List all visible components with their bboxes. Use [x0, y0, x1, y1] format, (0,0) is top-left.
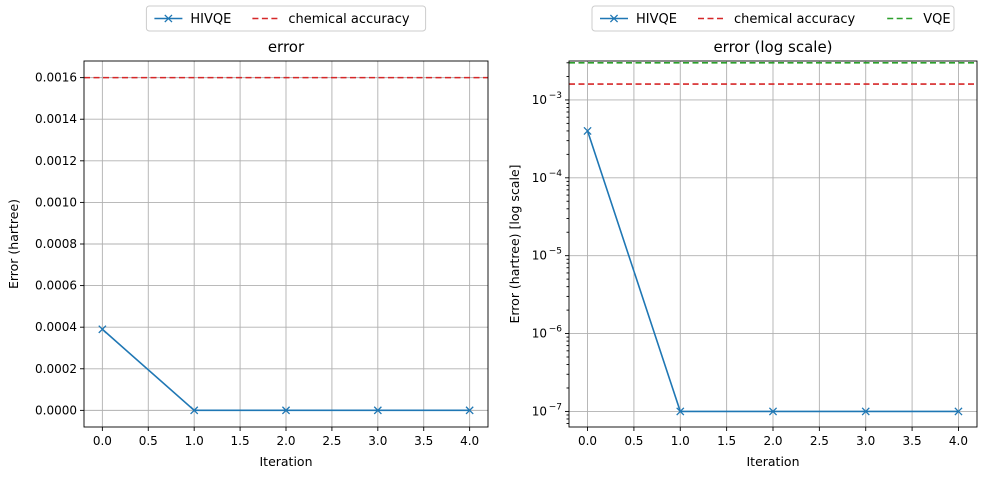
x-axis-label: Iteration [259, 454, 312, 469]
legend-marker [609, 14, 619, 23]
plot-frame [568, 60, 978, 428]
chart-title: error [268, 38, 305, 56]
y-tick-label: 0.0002 [35, 362, 77, 376]
legend-marker [164, 14, 173, 23]
x-tick-label: 0.0 [578, 434, 597, 448]
x-tick-label: 1.0 [185, 434, 204, 448]
x-tick-label: 2.0 [276, 434, 295, 448]
data-point-marker [465, 406, 474, 415]
y-axis-label: Error (hartree) [6, 199, 21, 289]
legend-label: HIVQE [636, 12, 677, 27]
y-tick-label: 0.0008 [35, 237, 77, 251]
chart-title: error (log scale) [713, 38, 832, 56]
data-point-marker [281, 406, 291, 415]
x-tick-label: 3.0 [856, 434, 875, 448]
y-tick-label: 0.0012 [35, 154, 77, 168]
x-tick-label: 1.0 [671, 434, 690, 448]
data-point-marker [190, 406, 199, 415]
y-tick-label: 0.0004 [35, 320, 77, 334]
data-point-marker [583, 126, 592, 135]
y-tick-label: 10 [532, 327, 547, 341]
y-tick-exponent: −5 [549, 247, 562, 257]
y-tick-label: 0.0014 [35, 112, 77, 126]
data-point-marker [676, 407, 685, 416]
y-tick-exponent: −7 [549, 402, 562, 412]
data-point-marker [861, 407, 870, 416]
x-tick-label: 3.5 [414, 434, 433, 448]
x-tick-label: 0.0 [93, 434, 112, 448]
x-tick-label: 4.0 [460, 434, 479, 448]
x-axis-label: Iteration [746, 454, 799, 469]
data-point-marker [373, 406, 382, 415]
y-tick-exponent: −3 [549, 91, 562, 101]
legend-label: chemical accuracy [288, 12, 409, 27]
x-tick-label: 2.5 [810, 434, 829, 448]
y-tick-label: 0.0000 [35, 403, 77, 417]
x-tick-label: 1.5 [717, 434, 736, 448]
x-tick-label: 4.0 [949, 434, 968, 448]
legend-label: VQE [923, 12, 950, 27]
x-tick-label: 0.5 [139, 434, 158, 448]
legend: HIVQE chemical accuracy VQE [591, 5, 955, 32]
y-axis-label: Error (hartree) [log scale] [507, 164, 522, 323]
plot-frame [83, 60, 489, 428]
x-tick-label: 3.5 [903, 434, 922, 448]
y-tick-label: 0.0016 [35, 71, 77, 85]
x-tick-label: 2.0 [763, 434, 782, 448]
y-tick-exponent: −6 [549, 325, 563, 335]
legend-box [591, 5, 955, 32]
y-tick-label: 0.0010 [35, 195, 77, 209]
legend: HIVQE chemical accuracy [145, 5, 427, 32]
data-point-marker [768, 407, 778, 416]
y-tick-label: 10 [532, 249, 547, 263]
y-tick-label: 10 [532, 171, 547, 185]
legend-label: chemical accuracy [734, 12, 855, 27]
y-tick-exponent: −4 [549, 169, 563, 179]
y-tick-label: 10 [532, 404, 547, 418]
data-point-marker [954, 407, 963, 416]
data-point-marker [98, 325, 107, 334]
x-tick-label: 1.5 [231, 434, 250, 448]
chart-panel-1: 0.0 0.5 1.0 1.5 2.0 2.5 3.0 3.5 4.0 0.0000 0.0002 0… [6, 5, 489, 469]
x-tick-label: 2.5 [322, 434, 341, 448]
y-tick-label: 10 [532, 93, 547, 107]
chart-panel-2: 0.0 0.5 1.0 1.5 2.0 2.5 3.0 3.5 4.010 −710 −610 −51… [507, 5, 978, 469]
x-tick-label: 3.0 [368, 434, 387, 448]
legend-box [145, 5, 427, 32]
x-tick-label: 0.5 [624, 434, 643, 448]
legend-label: HIVQE [190, 12, 231, 27]
y-tick-label: 0.0006 [35, 279, 77, 293]
